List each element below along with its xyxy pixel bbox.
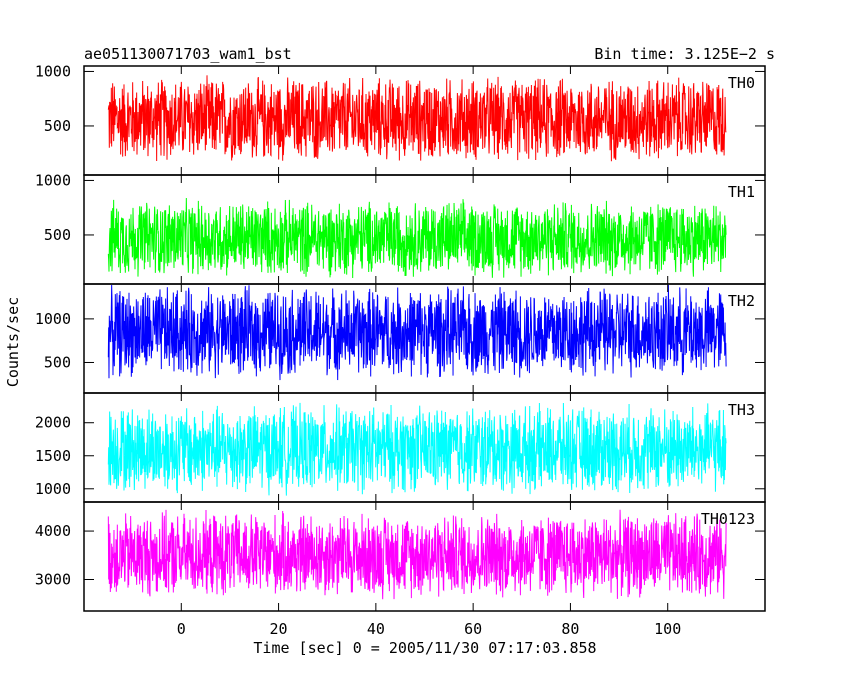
y-tick-label-th3-1500: 1500 xyxy=(35,447,71,465)
x-tick-label-100: 100 xyxy=(654,620,681,638)
panel-label-th0: TH0 xyxy=(728,74,755,92)
series-line-th1 xyxy=(107,198,727,278)
x-tick-label-40: 40 xyxy=(367,620,385,638)
x-tick-label-60: 60 xyxy=(464,620,482,638)
y-tick-label-th1-1000: 1000 xyxy=(35,171,71,189)
y-tick-label-th3-1000: 1000 xyxy=(35,480,71,498)
panel-label-th1: TH1 xyxy=(728,183,755,201)
x-tick-label-0: 0 xyxy=(177,620,186,638)
y-tick-label-th2-1000: 1000 xyxy=(35,310,71,328)
series-line-th2 xyxy=(107,284,727,381)
y-tick-label-th2-500: 500 xyxy=(44,353,71,371)
y-axis-label: Counts/sec xyxy=(4,297,22,387)
y-tick-label-th1-500: 500 xyxy=(44,226,71,244)
series-line-th0123 xyxy=(107,509,727,600)
x-tick-label-20: 20 xyxy=(270,620,288,638)
series-line-th0 xyxy=(107,75,727,162)
panel-label-th3: TH3 xyxy=(728,401,755,419)
panel-label-th2: TH2 xyxy=(728,292,755,310)
x-axis-label: Time [sec] 0 = 2005/11/30 07:17:03.858 xyxy=(253,639,596,657)
chart-title-left: ae051130071703_wam1_bst xyxy=(84,45,292,63)
chart-title-right: Bin time: 3.125E−2 s xyxy=(594,45,775,63)
y-tick-label-th0123-3000: 3000 xyxy=(35,571,71,589)
panel-frame-th0123 xyxy=(83,501,766,612)
y-tick-label-th0-1000: 1000 xyxy=(35,62,71,80)
y-tick-label-th0123-4000: 4000 xyxy=(35,522,71,540)
panels-group: 5001000TH05001000TH15001000TH21000150020… xyxy=(35,62,766,638)
panel-label-th0123: TH0123 xyxy=(701,510,755,528)
series-line-th3 xyxy=(107,402,727,496)
y-tick-label-th3-2000: 2000 xyxy=(35,414,71,432)
x-tick-label-80: 80 xyxy=(561,620,579,638)
y-tick-label-th0-500: 500 xyxy=(44,117,71,135)
